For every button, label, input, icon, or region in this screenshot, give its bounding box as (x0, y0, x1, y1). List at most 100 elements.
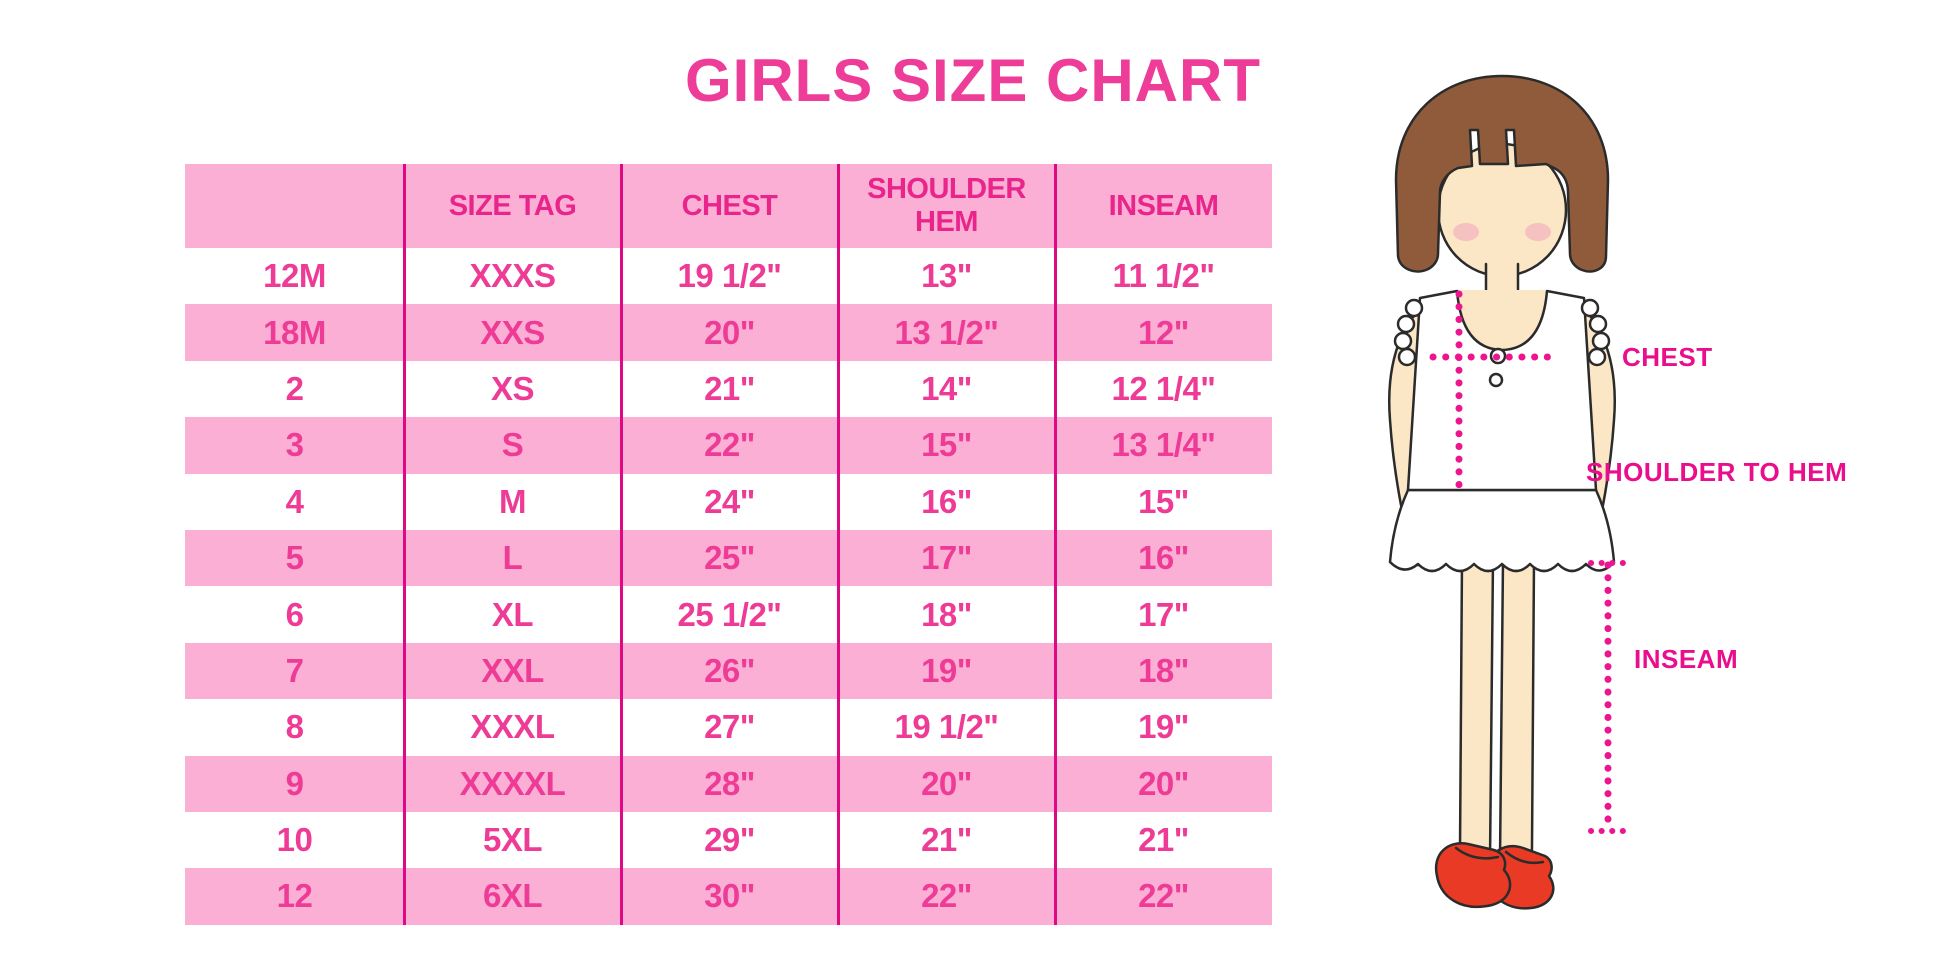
table-row: 6 XL 25 1/2" 18" 17" (185, 586, 1272, 643)
table-cell: 20" (921, 764, 972, 802)
table-cell: 11 1/2" (1112, 257, 1215, 295)
inseam-label: INSEAM (1634, 644, 1739, 674)
table-cell: 18M (263, 313, 326, 351)
table-cell: 26" (704, 651, 755, 689)
table-cell: 22" (1138, 877, 1189, 915)
table-row: 5 L 25" 17" 16" (185, 529, 1272, 587)
table-cell: M (499, 482, 527, 520)
table-cell: 27" (704, 708, 755, 746)
table-cell: 18" (921, 595, 972, 633)
chest-label: CHEST (1622, 342, 1713, 372)
shoulder-ruffles (1393, 298, 1611, 367)
table-cell: 19" (921, 651, 972, 689)
table-row: 10 5XL 29" 21" 21" (185, 811, 1272, 869)
table-cell: 15" (921, 426, 972, 464)
table-cell: 12M (263, 257, 326, 295)
table-cell: 16" (921, 482, 972, 520)
size-table: SIZE TAG CHEST SHOULDER HEM INSEAM 12M XXXS 1… (185, 164, 1272, 925)
neck-shape (1456, 260, 1548, 351)
table-cell: XXS (480, 313, 545, 351)
top-shape (1406, 289, 1598, 492)
table-cell: 8 (285, 708, 304, 746)
table-cell: XXXXL (459, 764, 566, 802)
blush-right (1525, 223, 1551, 241)
hair-shape (1394, 74, 1610, 273)
page-title: GIRLS SIZE CHART (684, 47, 1261, 114)
table-cell: XL (491, 595, 534, 633)
column-header: CHEST (681, 189, 778, 222)
table-cell: 17" (921, 539, 972, 577)
table-cell: 6 (285, 595, 304, 633)
table-row: 8 XXXL 27" 19 1/2" 19" (185, 699, 1272, 756)
column-header: INSEAM (1108, 189, 1219, 222)
legs-shape (1458, 558, 1536, 862)
table-cell: 9 (285, 764, 304, 802)
table-cell: 13" (921, 257, 972, 295)
table-cell: 16" (1138, 539, 1189, 577)
column-divider (402, 164, 406, 925)
column-header: SHOULDER HEM (867, 173, 1026, 238)
table-cell: 5 (285, 539, 304, 577)
table-cell: 6XL (482, 877, 543, 915)
table-cell: 29" (704, 821, 755, 859)
skirt-shape (1388, 488, 1616, 573)
table-cell: 19" (1138, 708, 1189, 746)
button-icon (1488, 372, 1504, 388)
table-row: 12M XXXS 19 1/2" 13" 11 1/2" (185, 248, 1272, 305)
column-divider (1053, 164, 1057, 925)
shoulder-to-hem-label: SHOULDER TO HEM (1586, 457, 1848, 487)
table-cell: 28" (704, 764, 755, 802)
table-cell: 15" (1138, 482, 1189, 520)
table-cell: 20" (1138, 764, 1189, 802)
table-cell: 14" (921, 369, 972, 407)
table-row: 3 S 22" 15" 13 1/4" (185, 417, 1272, 474)
table-cell: XXXL (470, 708, 555, 746)
table-cell: 20" (704, 313, 755, 351)
table-cell: 21" (921, 821, 972, 859)
column-divider (619, 164, 623, 925)
table-row: 9 XXXXL 28" 20" 20" (185, 755, 1272, 812)
table-cell: 4 (285, 482, 304, 520)
table-cell: 25 1/2" (677, 595, 782, 633)
table-cell: S (501, 426, 524, 464)
table-cell: XXL (481, 651, 544, 689)
girl-illustration (1388, 74, 1628, 910)
inseam-dotted-line (1588, 560, 1628, 834)
table-cell: 24" (704, 482, 755, 520)
table-cell: 18" (1138, 651, 1189, 689)
table-row: 18M XXS 20" 13 1/2" 12" (185, 304, 1272, 361)
table-row: 2 XS 21" 14" 12 1/4" (185, 360, 1272, 418)
table-cell: 12 (276, 877, 313, 915)
table-row: 12 6XL 30" 22" 22" (185, 868, 1272, 925)
table-body: 12M XXXS 19 1/2" 13" 11 1/2" 18M XXS 20" 13 1/2"… (185, 248, 1272, 925)
shoes-shape (1434, 842, 1555, 910)
column-header: SIZE TAG (448, 189, 577, 222)
table-cell: 12" (1138, 313, 1189, 351)
table-cell: 21" (704, 369, 755, 407)
table-cell: XXXS (469, 257, 556, 295)
table-cell: 17" (1138, 595, 1189, 633)
column-divider (836, 164, 840, 925)
table-cell: XS (490, 369, 535, 407)
table-row: 7 XXL 26" 19" 18" (185, 642, 1272, 700)
table-cell: 30" (704, 877, 755, 915)
table-cell: 13 1/2" (894, 313, 999, 351)
table-header-row: SIZE TAG CHEST SHOULDER HEM INSEAM (185, 164, 1272, 248)
table-cell: 7 (285, 651, 304, 689)
table-cell: 19 1/2" (677, 257, 782, 295)
table-cell: 5XL (482, 821, 543, 859)
table-cell: 22" (921, 877, 972, 915)
table-cell: 22" (704, 426, 755, 464)
table-row: 4 M 24" 16" 15" (185, 473, 1272, 530)
table-cell: 3 (285, 426, 304, 464)
table-cell: 25" (704, 539, 755, 577)
table-cell: L (502, 539, 523, 577)
table-cell: 12 1/4" (1111, 369, 1216, 407)
blush-left (1453, 223, 1479, 241)
table-cell: 10 (276, 821, 313, 859)
table-cell: 13 1/4" (1111, 426, 1216, 464)
table-cell: 21" (1138, 821, 1189, 859)
table-cell: 2 (285, 369, 304, 407)
table-cell: 19 1/2" (894, 708, 999, 746)
